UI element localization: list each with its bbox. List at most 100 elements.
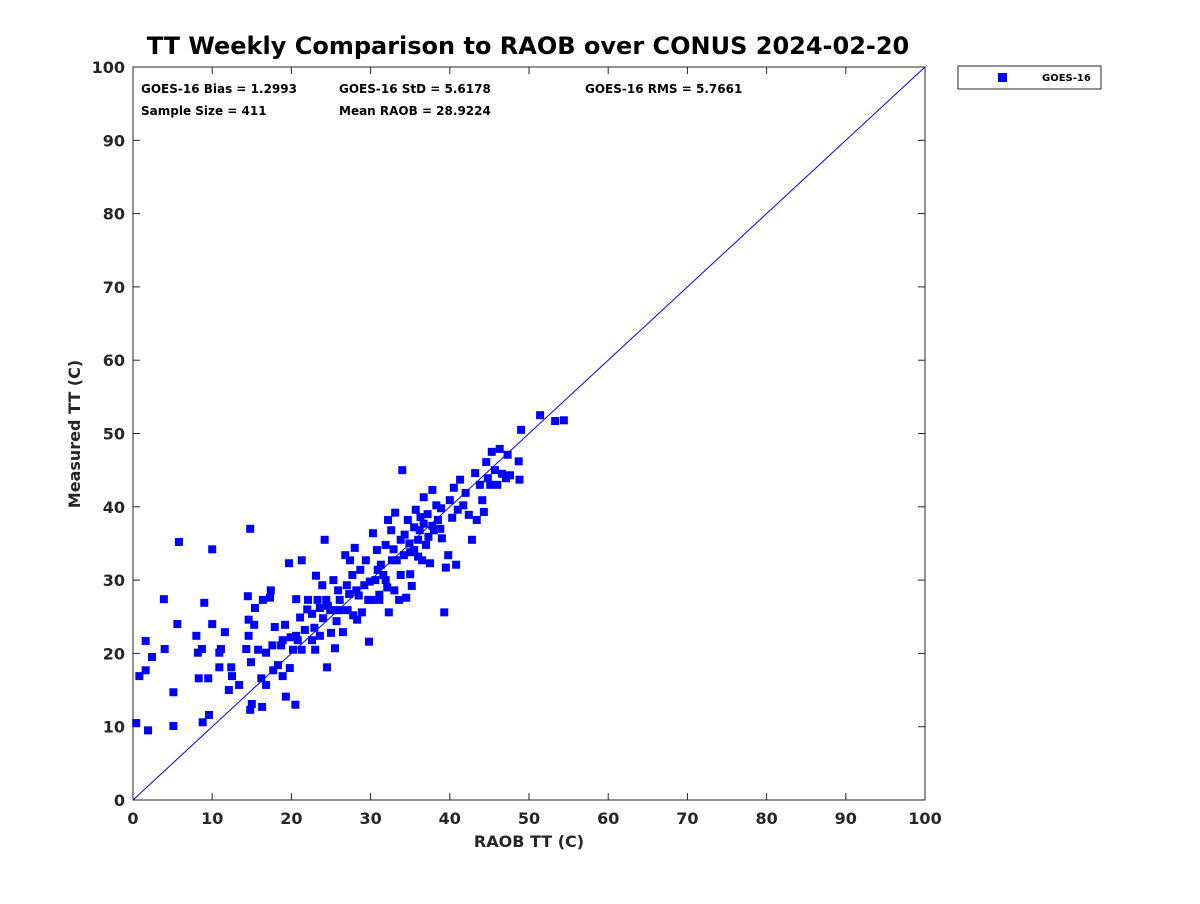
- data-point: [227, 663, 236, 672]
- data-point: [268, 641, 277, 650]
- data-point: [148, 653, 157, 662]
- data-point: [307, 609, 316, 618]
- data-point: [310, 623, 319, 632]
- data-point: [315, 603, 324, 612]
- data-point: [387, 526, 396, 535]
- data-point: [437, 504, 446, 513]
- y-tick-label: 90: [103, 131, 125, 150]
- data-point: [250, 603, 259, 612]
- data-point: [482, 458, 491, 467]
- y-tick-label: 30: [103, 571, 125, 590]
- data-point: [436, 524, 445, 533]
- data-point: [345, 590, 354, 599]
- data-point: [204, 674, 213, 683]
- data-point: [406, 548, 415, 557]
- x-tick-label: 30: [359, 809, 381, 828]
- data-point: [292, 631, 301, 640]
- data-point: [286, 633, 295, 642]
- axis-ticks: 0 10 20 30 40 50 60 70 80 90 100 0 10 20 30 40 50 60 70 80 9…: [92, 58, 942, 828]
- data-point: [313, 595, 322, 604]
- data-point: [349, 611, 358, 620]
- data-point: [215, 663, 224, 672]
- data-point: [367, 595, 376, 604]
- data-point: [445, 496, 454, 505]
- data-point: [453, 505, 462, 514]
- data-point: [407, 581, 416, 590]
- data-point: [285, 664, 294, 673]
- data-point: [244, 631, 253, 640]
- stat-std: GOES-16 StD = 5.6178: [339, 82, 491, 96]
- data-point: [277, 641, 286, 650]
- data-point: [273, 661, 282, 670]
- data-point: [205, 710, 214, 719]
- data-point: [296, 613, 305, 622]
- data-point: [368, 529, 377, 538]
- data-point: [303, 605, 312, 614]
- data-point: [503, 450, 512, 459]
- data-point: [371, 576, 380, 585]
- data-point: [381, 576, 390, 585]
- x-tick-label: 0: [127, 809, 138, 828]
- data-point: [352, 586, 361, 595]
- data-point: [192, 631, 201, 640]
- data-point: [505, 471, 514, 480]
- data-point: [375, 590, 384, 599]
- data-point: [479, 507, 488, 516]
- data-point: [144, 726, 153, 735]
- data-point: [350, 543, 359, 552]
- data-point: [173, 620, 182, 629]
- data-point: [416, 513, 425, 522]
- data-point: [392, 556, 401, 565]
- data-point: [365, 577, 374, 586]
- y-axis-label: Measured TT (C): [65, 360, 84, 508]
- data-point: [452, 560, 461, 569]
- data-point: [311, 571, 320, 580]
- data-point: [426, 559, 434, 568]
- data-point: [330, 644, 339, 653]
- data-point: [472, 515, 481, 524]
- data-point: [493, 480, 502, 489]
- data-point: [169, 688, 178, 697]
- chart-title: TT Weekly Comparison to RAOB over CONUS …: [147, 32, 910, 60]
- data-point: [373, 565, 382, 574]
- data-point: [220, 628, 229, 637]
- data-point: [428, 521, 437, 530]
- data-point: [243, 592, 252, 601]
- data-point: [360, 581, 369, 590]
- data-point: [372, 546, 381, 555]
- data-point: [224, 686, 233, 695]
- data-point: [329, 576, 338, 585]
- data-point: [262, 648, 271, 657]
- data-point: [320, 535, 329, 544]
- data-point: [198, 718, 207, 727]
- data-point: [459, 501, 468, 510]
- x-axis-label: RAOB TT (C): [474, 832, 584, 851]
- data-point: [338, 628, 347, 637]
- data-point: [517, 425, 526, 434]
- data-point: [498, 469, 507, 478]
- data-point: [266, 586, 275, 595]
- y-tick-label: 60: [103, 351, 125, 370]
- data-point: [483, 474, 492, 483]
- data-point: [467, 535, 476, 544]
- data-point: [456, 475, 465, 484]
- x-tick-label: 60: [597, 809, 619, 828]
- data-point: [379, 570, 388, 579]
- data-point: [384, 608, 393, 617]
- y-tick-label: 50: [103, 425, 125, 444]
- data-point: [449, 483, 458, 492]
- y-tick-label: 0: [114, 791, 125, 810]
- data-point: [381, 540, 390, 549]
- x-tick-label: 100: [908, 809, 941, 828]
- data-point: [327, 628, 335, 637]
- legend-box: [957, 65, 1102, 90]
- stat-bias: GOES-16 Bias = 1.2993: [141, 82, 297, 96]
- data-point: [389, 545, 398, 554]
- data-point: [322, 595, 331, 604]
- data-point: [197, 645, 206, 654]
- legend-label: GOES-16: [1042, 73, 1091, 84]
- data-point: [448, 513, 457, 522]
- data-point: [319, 614, 328, 623]
- data-point: [288, 645, 297, 654]
- data-point: [297, 556, 306, 565]
